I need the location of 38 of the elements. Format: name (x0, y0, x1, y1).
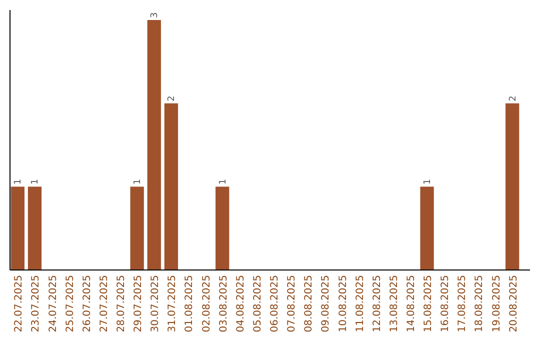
x-tick-label: 24.07.2025 (48, 275, 59, 332)
x-tick-label: 06.08.2025 (270, 275, 281, 332)
x-tick-label: 16.08.2025 (440, 275, 452, 332)
x-tick-label: 29.07.2025 (133, 275, 144, 332)
data-label: 3 (150, 12, 160, 18)
x-tick-label: 31.07.2025 (167, 275, 178, 332)
x-tick-label: 18.08.2025 (474, 275, 486, 332)
x-tick-label: 17.08.2025 (457, 275, 468, 332)
x-tick-label: 09.08.2025 (320, 275, 332, 332)
data-label: 1 (14, 178, 24, 185)
x-tick-label: 25.07.2025 (64, 275, 76, 332)
data-label: 2 (167, 96, 178, 102)
data-label: 1 (133, 178, 144, 185)
x-tick-label: 12.08.2025 (372, 275, 383, 332)
data-label: 2 (508, 96, 518, 102)
x-tick-label: 23.07.2025 (30, 275, 42, 332)
x-tick-label: 01.08.2025 (184, 275, 196, 332)
x-tick-label: 27.07.2025 (98, 275, 110, 332)
x-tick-label: 03.08.2025 (218, 275, 230, 332)
x-tick-label: 10.08.2025 (338, 275, 349, 332)
data-label: 1 (423, 178, 434, 185)
x-tick-label: 07.08.2025 (286, 275, 298, 332)
x-tick-label: 14.08.2025 (406, 275, 417, 332)
data-label: 1 (30, 178, 41, 185)
x-tick-label: 04.08.2025 (235, 275, 246, 332)
data-label: 1 (218, 178, 228, 185)
x-tick-label: 02.08.2025 (201, 275, 212, 332)
x-tick-label: 08.08.2025 (304, 275, 315, 332)
x-tick-label: 22.07.2025 (14, 275, 25, 332)
x-tick-label: 28.07.2025 (116, 275, 128, 332)
x-tick-label: 05.08.2025 (252, 275, 264, 332)
x-tick-label: 11.08.2025 (354, 275, 366, 332)
x-tick-label: 19.08.2025 (491, 275, 502, 332)
x-tick-label: 20.08.2025 (508, 275, 520, 332)
x-tick-label: 13.08.2025 (388, 275, 400, 332)
x-tick-label: 26.07.2025 (82, 275, 93, 332)
x-tick-label: 30.07.2025 (150, 275, 162, 332)
x-tick-label: 15.08.2025 (423, 275, 434, 332)
